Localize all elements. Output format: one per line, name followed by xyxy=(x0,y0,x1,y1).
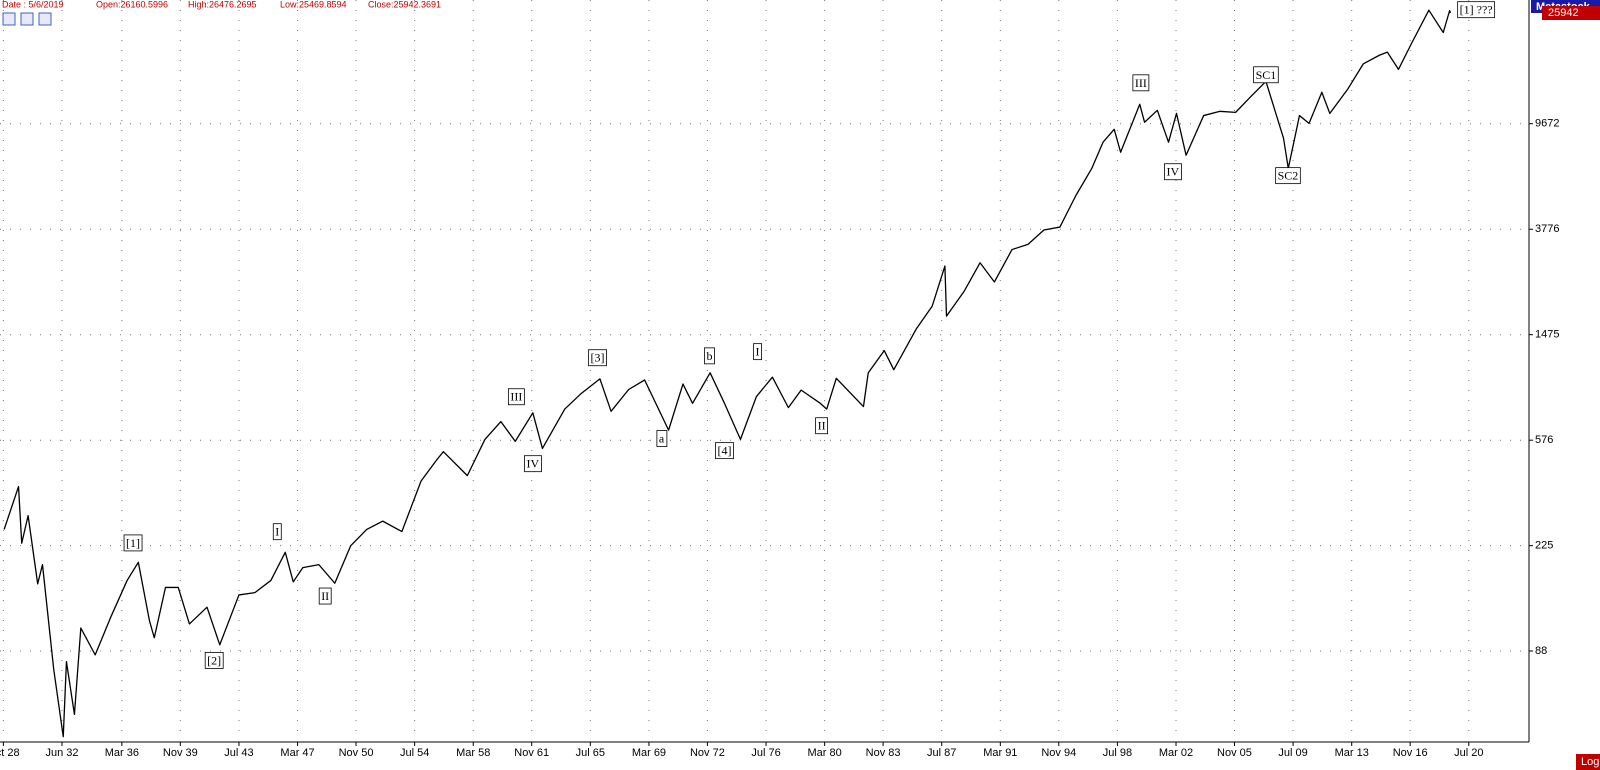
wave-label-text: SC1 xyxy=(1256,68,1277,82)
wave-label-box xyxy=(507,388,525,406)
wave-label: I xyxy=(753,343,762,361)
x-tick-label: Mar 02 xyxy=(1159,747,1193,759)
wave-label-text: SC2 xyxy=(1278,169,1299,183)
wave-label-text: [4] xyxy=(717,444,731,458)
wave-label-text: III xyxy=(510,390,522,404)
x-tick-label: Jul 65 xyxy=(576,747,605,759)
x-tick-label: Mar 47 xyxy=(280,747,314,759)
wave-label-box xyxy=(204,652,224,669)
wave-label-box xyxy=(815,417,828,435)
wave-label-text: [1] xyxy=(126,536,140,550)
last-price: 25942 xyxy=(1548,7,1579,19)
wave-label-text: [1] ??? xyxy=(1460,3,1493,17)
wave-label: a xyxy=(656,430,668,447)
x-tick-label: Nov 94 xyxy=(1041,747,1076,759)
wave-label-text: a xyxy=(659,432,665,446)
price-line xyxy=(3,9,1452,738)
header-open: Open:26160.5996 xyxy=(96,0,168,9)
x-tick-label: Nov 83 xyxy=(866,747,901,759)
x-tick-label: Oct 28 xyxy=(0,747,20,759)
wave-label-text: I xyxy=(275,525,279,539)
wave-label-text: III xyxy=(1135,76,1147,90)
wave-label-text: IV xyxy=(1166,165,1179,179)
y-tick-label: 88 xyxy=(1535,645,1547,657)
wave-label: b xyxy=(704,347,715,365)
y-tick-label: 225 xyxy=(1535,540,1553,552)
wave-label: II xyxy=(318,587,332,605)
wave-label-text: [3] xyxy=(591,351,605,365)
x-tick-label: Mar 91 xyxy=(983,747,1017,759)
log-box[interactable] xyxy=(1576,754,1600,770)
log-label[interactable]: Log xyxy=(1581,756,1599,768)
header-close: Close:25942.3691 xyxy=(368,0,441,9)
wave-label-text: II xyxy=(818,419,826,433)
wave-label-box xyxy=(715,442,734,460)
wave-label-box xyxy=(1132,74,1150,92)
wave-label-text: IV xyxy=(526,457,539,471)
header-high: High:26476.2695 xyxy=(188,0,257,9)
wave-label-box xyxy=(318,587,332,605)
wave-label-text: I xyxy=(756,345,760,359)
x-tick-label: Nov 39 xyxy=(163,747,198,759)
x-tick-label: Jul 09 xyxy=(1278,747,1307,759)
x-tick-label: Mar 58 xyxy=(456,747,490,759)
x-tick-label: Nov 05 xyxy=(1217,747,1252,759)
wave-label-box xyxy=(753,343,762,361)
wave-label-text: II xyxy=(321,589,329,603)
y-tick-label: 9672 xyxy=(1535,118,1559,130)
x-tick-label: Jul 87 xyxy=(927,747,956,759)
icon[interactable] xyxy=(2,12,16,26)
x-tick-label: Mar 36 xyxy=(105,747,139,759)
wave-label: SC2 xyxy=(1275,167,1301,185)
wave-label-box xyxy=(524,455,542,473)
wave-label: III xyxy=(1132,74,1150,92)
x-tick-label: Nov 16 xyxy=(1393,747,1428,759)
wave-label: II xyxy=(815,417,828,435)
x-tick-label: Nov 50 xyxy=(339,747,374,759)
y-tick-label: 3776 xyxy=(1535,223,1559,235)
x-tick-label: Jul 20 xyxy=(1454,747,1483,759)
wave-label-box xyxy=(704,347,715,365)
y-tick-label: 576 xyxy=(1535,434,1553,446)
x-tick-label: Nov 72 xyxy=(690,747,725,759)
wave-label-text: [2] xyxy=(207,653,221,667)
wave-label: SC1 xyxy=(1253,66,1279,84)
wave-label-box xyxy=(588,349,607,367)
icon[interactable] xyxy=(38,12,52,26)
wave-label: [1] ??? xyxy=(1457,1,1496,19)
x-tick-label: Jul 43 xyxy=(224,747,253,759)
wave-label: I xyxy=(272,523,282,541)
x-tick-label: Nov 61 xyxy=(514,747,549,759)
x-tick-label: Jun 32 xyxy=(45,747,78,759)
toolbar-icons[interactable] xyxy=(2,12,52,26)
wave-label: [2] xyxy=(204,652,224,669)
x-tick-label: Jul 76 xyxy=(751,747,780,759)
wave-label-text: b xyxy=(706,349,712,363)
wave-label: [4] xyxy=(715,442,734,460)
wave-label-box xyxy=(1275,167,1301,185)
wave-label-box xyxy=(656,430,668,447)
wave-label-box xyxy=(123,534,143,552)
last-price-tag xyxy=(1542,6,1600,20)
wave-label: III xyxy=(507,388,525,406)
y-tick-label: 1475 xyxy=(1535,329,1559,341)
header-low: Low:25469.8594 xyxy=(280,0,347,9)
wave-label-box xyxy=(1253,66,1279,84)
x-tick-label: Mar 80 xyxy=(808,747,842,759)
wave-label-box xyxy=(1457,1,1496,19)
wave-label: [3] xyxy=(588,349,607,367)
x-tick-label: Jul 54 xyxy=(400,747,429,759)
x-tick-label: Mar 13 xyxy=(1335,747,1369,759)
wave-label: [1] xyxy=(123,534,143,552)
header-date: Date : 5/6/2019 xyxy=(2,0,64,9)
x-tick-label: Jul 98 xyxy=(1103,747,1132,759)
wave-label-box xyxy=(1164,163,1182,181)
x-tick-label: Mar 69 xyxy=(632,747,666,759)
icon[interactable] xyxy=(20,12,34,26)
wave-label-box xyxy=(272,523,282,541)
wave-label: IV xyxy=(524,455,542,473)
wave-label: IV xyxy=(1164,163,1182,181)
